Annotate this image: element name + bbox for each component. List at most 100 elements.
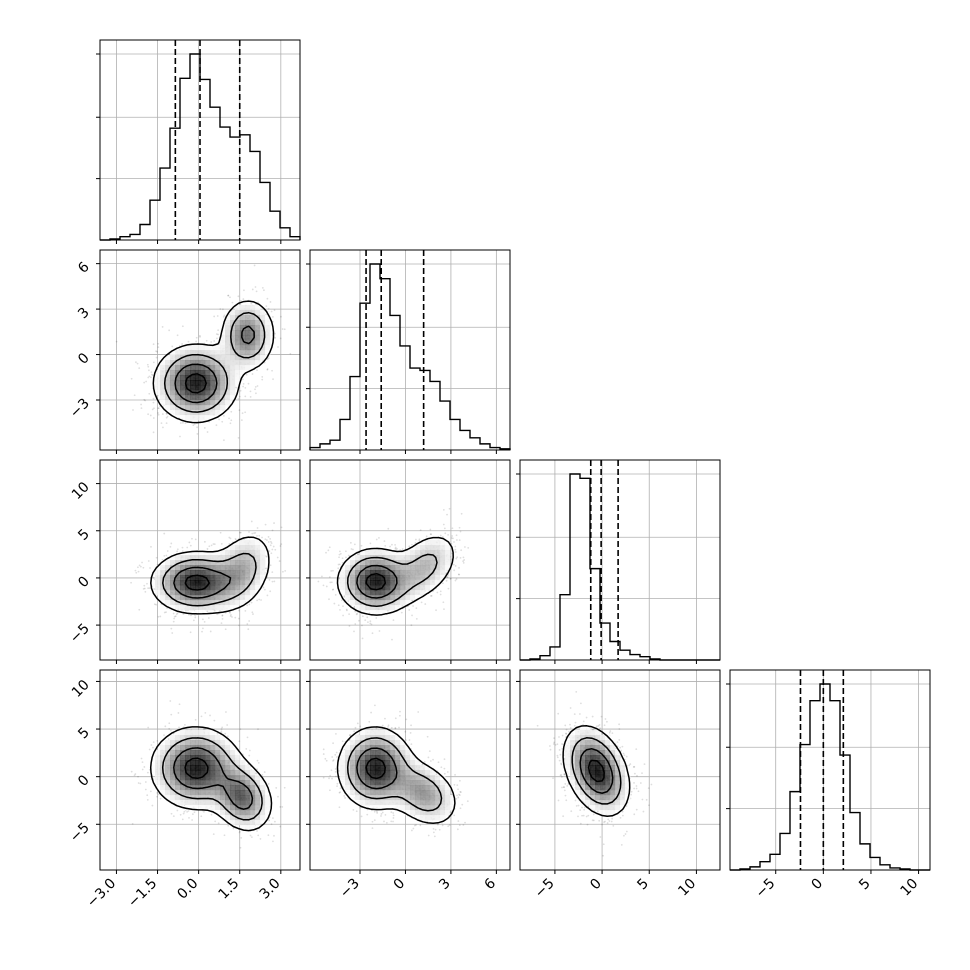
scatter-point (162, 426, 164, 429)
scatter-point (281, 328, 284, 330)
scatter-point (192, 424, 195, 427)
density-cell (210, 385, 216, 391)
density-cell (255, 550, 261, 556)
density-cell (155, 585, 161, 591)
scatter-point (218, 418, 221, 421)
scatter-point (354, 610, 357, 613)
scatter-point (149, 567, 151, 569)
scatter-point (203, 540, 206, 543)
scatter-point (462, 561, 465, 564)
density-cell (245, 555, 251, 561)
scatter-point (238, 609, 240, 612)
scatter-point (348, 613, 351, 616)
scatter-point (273, 580, 276, 583)
y-tick-label: 3 (75, 305, 93, 323)
scatter-point (271, 548, 274, 551)
scatter-point (157, 407, 160, 410)
scatter-point (439, 534, 442, 537)
scatter-point (443, 527, 446, 530)
density-cell (215, 410, 221, 416)
scatter-point (224, 628, 227, 631)
scatter-point (463, 559, 466, 561)
scatter-point (274, 336, 277, 339)
density-cell (425, 540, 431, 546)
density-cell (215, 580, 221, 586)
density-cell (255, 340, 261, 346)
scatter-point (369, 620, 372, 623)
density-cell (170, 370, 176, 376)
scatter-point (330, 581, 333, 584)
scatter-point (219, 308, 222, 310)
density-cell (155, 380, 161, 386)
scatter-point (378, 536, 380, 539)
density-cell (410, 550, 416, 556)
density-cell (385, 560, 391, 566)
scatter-point (256, 599, 259, 602)
scatter-point (412, 605, 414, 607)
density-cell (190, 385, 196, 391)
density-cell (215, 355, 221, 361)
scatter-point (145, 380, 148, 383)
scatter-point (342, 614, 344, 617)
scatter-point (237, 397, 240, 400)
density-cell (425, 545, 431, 551)
density-cell (225, 325, 231, 331)
density-cell (195, 590, 201, 596)
density-cell (215, 365, 221, 371)
density-cell (235, 365, 241, 371)
scatter-point (347, 554, 350, 557)
density-cell (410, 565, 416, 571)
density-cell (210, 360, 216, 366)
density-cell (240, 540, 246, 546)
density-cell (195, 405, 201, 411)
density-cell (175, 565, 181, 571)
density-cell (180, 555, 186, 561)
scatter-point (229, 612, 231, 614)
density-cell (220, 405, 226, 411)
scatter-point (195, 340, 197, 343)
scatter-point (317, 580, 320, 583)
scatter-point (157, 346, 160, 349)
scatter-point (139, 565, 142, 568)
density-cell (255, 555, 261, 561)
density-cell (200, 580, 206, 586)
scatter-point (169, 545, 172, 548)
scatter-point (264, 538, 267, 541)
density-cell (230, 580, 236, 586)
scatter-point (227, 294, 230, 297)
density-cell (225, 550, 231, 556)
density-cell (345, 565, 351, 571)
density-cell (240, 575, 246, 581)
scatter-point (279, 545, 282, 547)
y-tick-label: 0 (75, 573, 93, 591)
density-cell (265, 345, 271, 351)
scatter-point (166, 415, 169, 418)
scatter-point (330, 570, 333, 572)
density-cell (160, 390, 166, 396)
scatter-point (191, 537, 193, 540)
scatter-point (205, 339, 208, 342)
density-cell (250, 565, 256, 571)
scatter-point (159, 615, 162, 618)
scatter-point (237, 295, 240, 298)
scatter-point (194, 538, 197, 541)
density-cell (220, 580, 226, 586)
density-cell (355, 555, 361, 561)
scatter-point (192, 619, 195, 622)
density-cell (230, 550, 236, 556)
scatter-point (353, 543, 356, 546)
density-cell (180, 575, 186, 581)
density-cell (175, 365, 181, 371)
scatter-point (195, 336, 198, 339)
histogram-step-p2 (520, 473, 720, 661)
density-cell (210, 410, 216, 416)
density-cell (390, 565, 396, 571)
scatter-point (457, 573, 460, 576)
scatter-point (142, 587, 145, 590)
density-cell (425, 560, 431, 566)
scatter-point (272, 545, 275, 548)
scatter-point (172, 612, 175, 615)
scatter-point (345, 608, 348, 611)
density-cell (235, 585, 241, 591)
panel-frame (309, 249, 511, 451)
